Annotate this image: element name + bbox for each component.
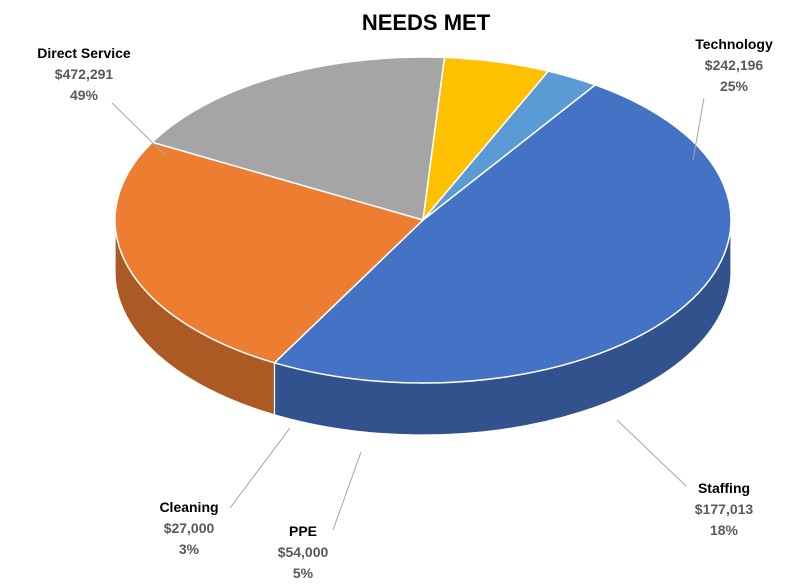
label-cleaning-amount: $27,000	[164, 520, 215, 536]
label-direct-service-amount: $472,291	[55, 66, 114, 82]
slice-staffing	[150, 56, 446, 221]
label-technology-percent: 25%	[720, 78, 749, 94]
label-ppe: PPE $54,000 5%	[278, 523, 329, 581]
slice-cleaning	[422, 70, 597, 221]
slice-technology	[114, 141, 425, 364]
label-ppe-percent: 5%	[293, 565, 314, 581]
label-cleaning: Cleaning $27,000 3%	[159, 499, 218, 557]
label-staffing-amount: $177,013	[695, 501, 754, 517]
label-staffing: Staffing $177,013 18%	[695, 480, 754, 538]
leader-direct-service	[111, 102, 166, 156]
label-direct-service-name: Direct Service	[37, 45, 131, 61]
label-cleaning-percent: 3%	[179, 541, 200, 557]
label-technology-amount: $242,196	[705, 57, 764, 73]
chart-title: NEEDS MET	[362, 10, 491, 35]
label-staffing-name: Staffing	[698, 480, 750, 496]
leader-ppe	[332, 451, 362, 531]
label-technology-name: Technology	[695, 36, 773, 52]
label-cleaning-name: Cleaning	[159, 499, 218, 515]
leader-staffing	[616, 419, 687, 487]
label-staffing-percent: 18%	[710, 522, 739, 538]
label-ppe-name: PPE	[289, 523, 317, 539]
leader-technology	[692, 97, 705, 161]
label-technology: Technology $242,196 25%	[695, 36, 773, 94]
leader-cleaning	[229, 427, 291, 509]
label-direct-service-percent: 49%	[70, 87, 99, 103]
slice-direct-service	[273, 84, 732, 384]
label-direct-service: Direct Service $472,291 49%	[37, 45, 131, 103]
label-ppe-amount: $54,000	[278, 544, 329, 560]
